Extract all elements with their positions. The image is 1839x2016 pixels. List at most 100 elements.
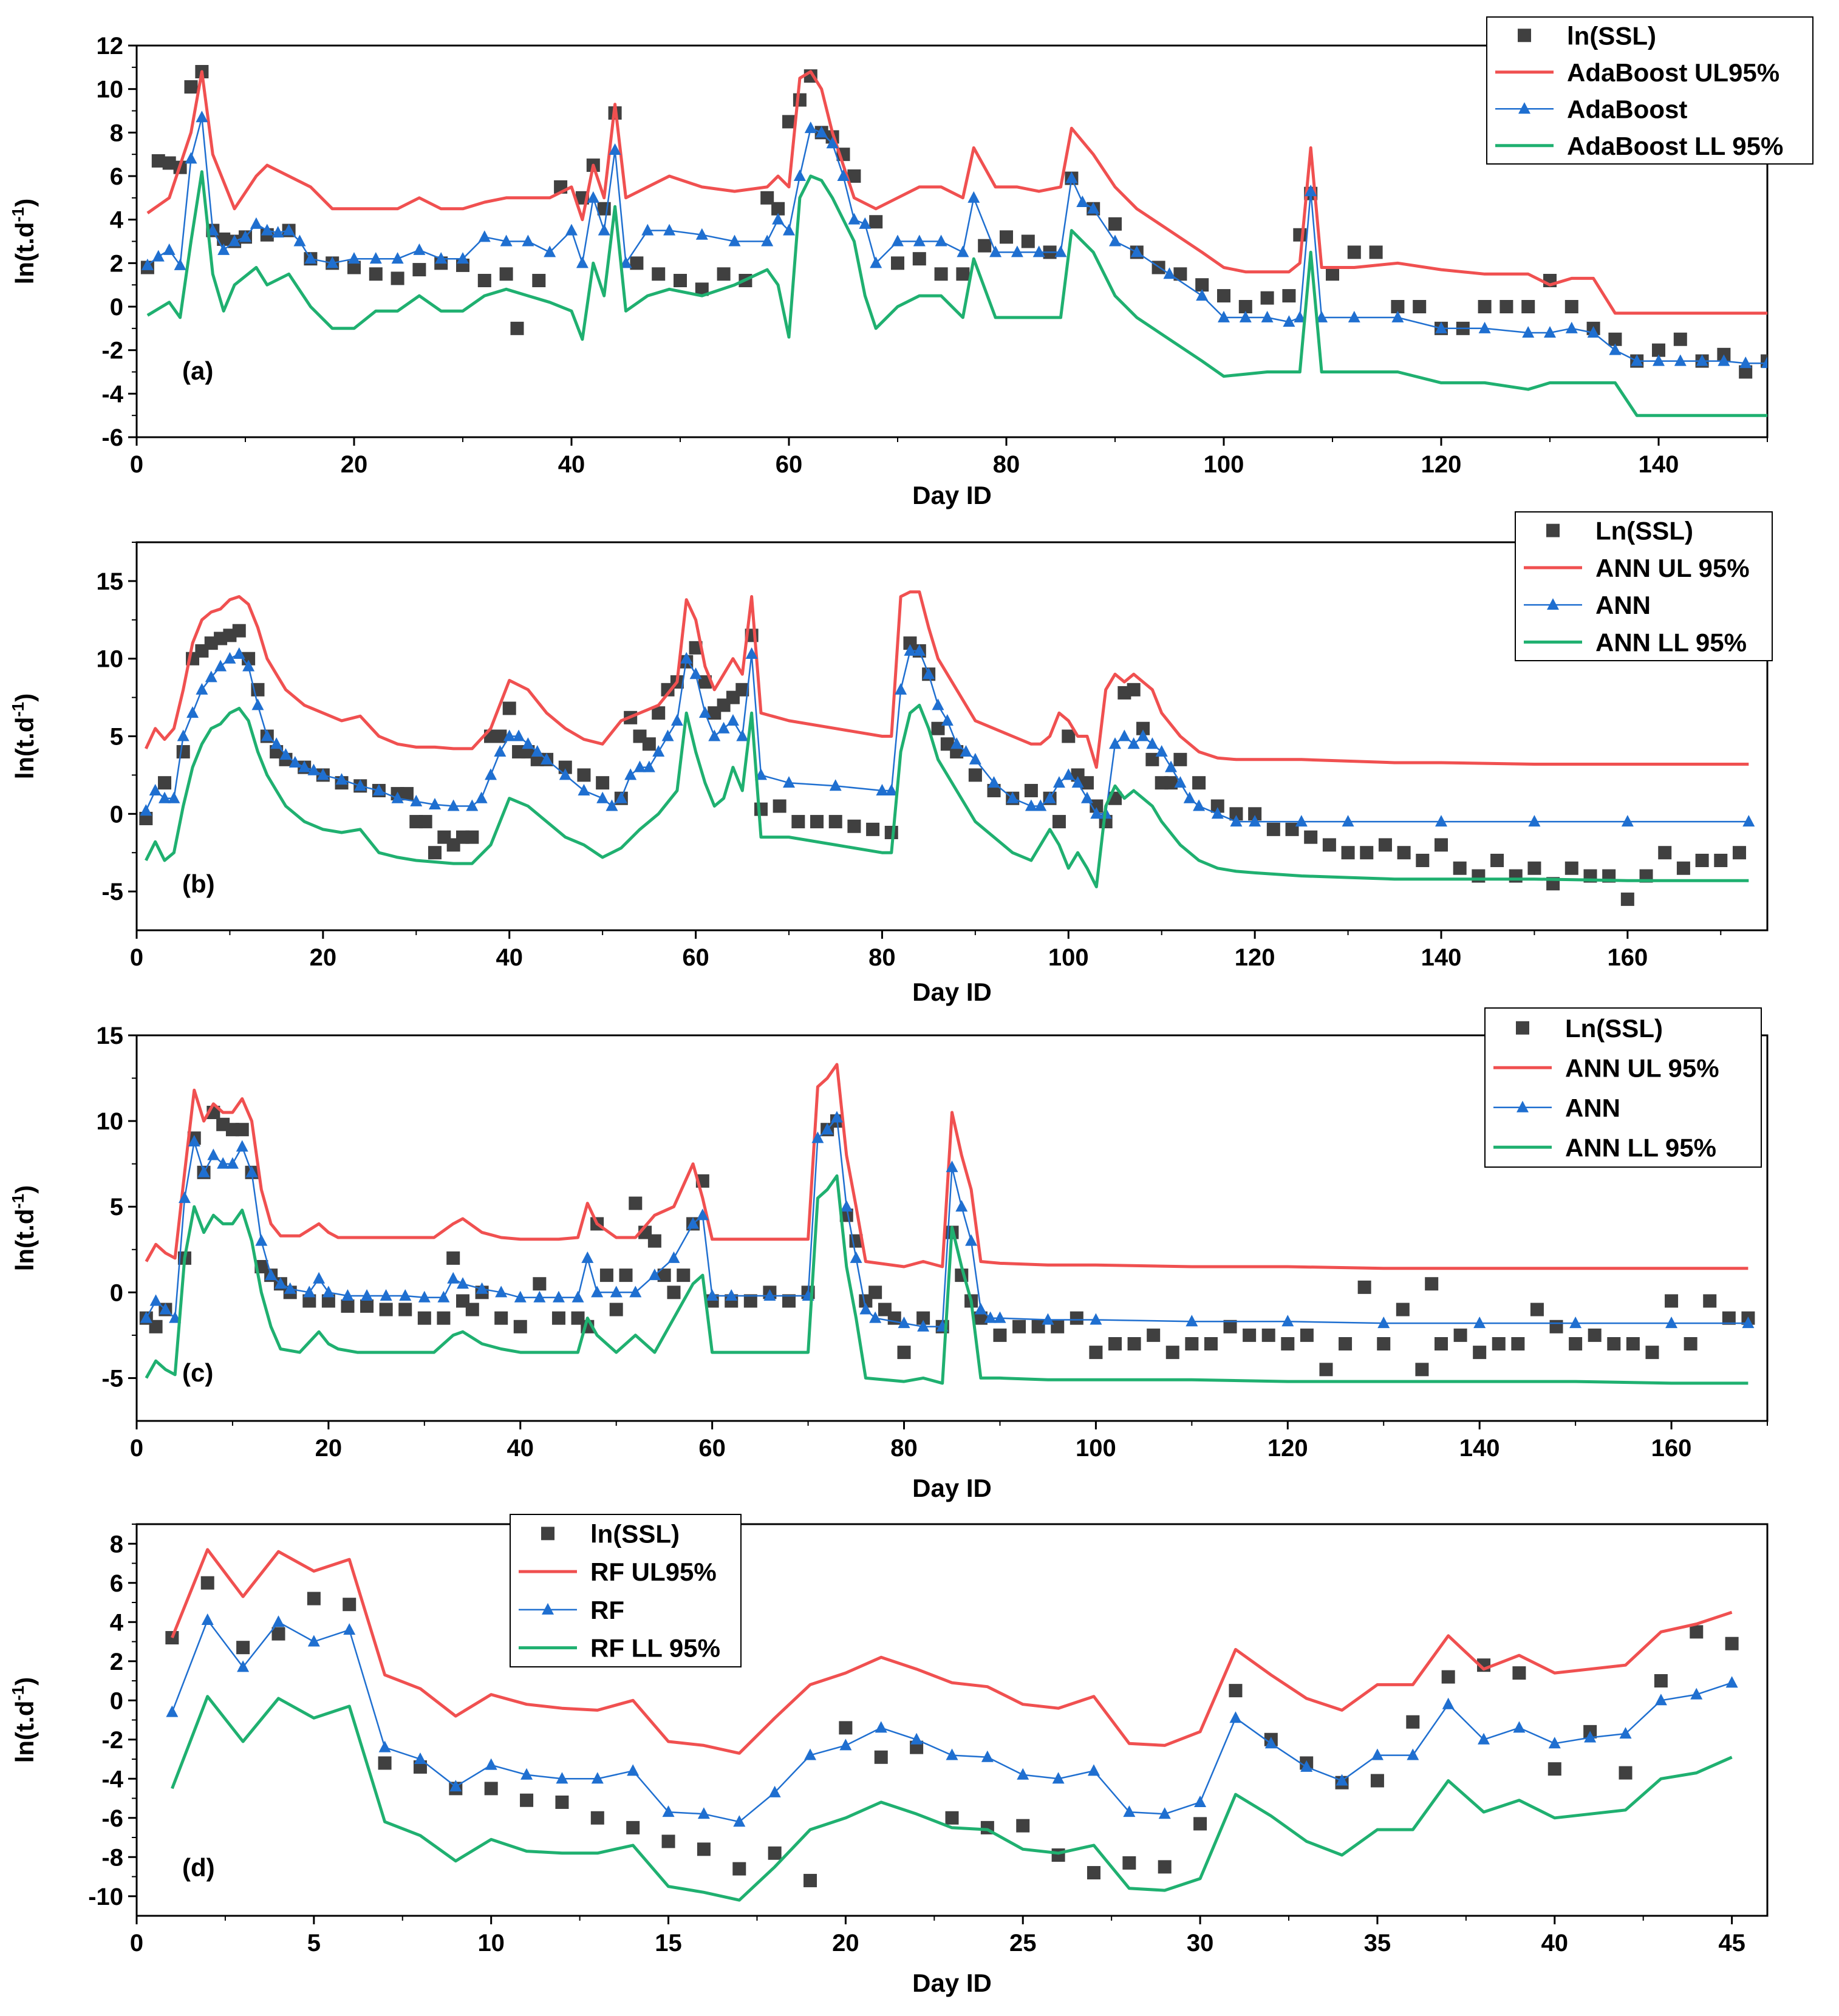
model-point xyxy=(910,1732,923,1745)
model-point xyxy=(1109,737,1121,749)
model-point xyxy=(761,234,774,247)
observed-point xyxy=(1192,776,1206,790)
x-axis-title: Day ID xyxy=(912,1969,992,1997)
model-point xyxy=(163,243,176,255)
observed-point xyxy=(773,799,786,813)
observed-point xyxy=(176,745,190,759)
x-tick-label: 45 xyxy=(1718,1930,1745,1956)
observed-point xyxy=(1396,1303,1410,1316)
observed-point xyxy=(931,721,945,735)
model-point xyxy=(316,768,329,780)
model-point xyxy=(1407,1748,1419,1760)
model-point xyxy=(1054,245,1067,257)
series-group xyxy=(139,1063,1755,1385)
model-point xyxy=(661,729,674,741)
y-axis-title-sup: -1 xyxy=(9,207,27,222)
observed-point xyxy=(847,819,861,833)
observed-point xyxy=(1217,289,1230,303)
observed-point xyxy=(647,1234,661,1248)
model-point xyxy=(1544,326,1556,338)
observed-point xyxy=(609,1303,623,1316)
observed-point xyxy=(1261,1328,1275,1342)
model-point xyxy=(274,1277,287,1289)
x-tick-label: 0 xyxy=(130,451,143,478)
model-point xyxy=(391,791,404,803)
legend-label: RF xyxy=(590,1596,624,1624)
model-point xyxy=(186,706,199,718)
y-axis-title-base: ln(t.d xyxy=(10,222,39,285)
x-tick-label: 100 xyxy=(1076,1435,1116,1462)
observed-point xyxy=(735,683,749,696)
model-point xyxy=(667,1251,680,1263)
x-tick-label: 120 xyxy=(1268,1435,1308,1462)
observed-point xyxy=(652,706,666,720)
model-point xyxy=(485,1758,497,1770)
observed-point xyxy=(1453,1328,1467,1342)
model-point xyxy=(1478,321,1491,333)
model-point xyxy=(141,258,154,270)
observed-point xyxy=(1260,291,1274,305)
observed-point xyxy=(1739,365,1753,379)
model-point xyxy=(207,1148,220,1160)
y-axis-title-base: ln(t.d xyxy=(10,717,39,780)
model-point xyxy=(1565,321,1578,333)
model-point xyxy=(354,779,367,791)
model-point xyxy=(815,126,828,138)
observed-point xyxy=(1512,1666,1526,1680)
observed-point xyxy=(897,1346,911,1360)
model-point xyxy=(245,1165,258,1177)
model-point xyxy=(745,647,758,659)
observed-point xyxy=(1478,300,1492,313)
legend-label: ln(SSL) xyxy=(590,1519,680,1548)
observed-point xyxy=(412,263,426,277)
x-tick-label: 100 xyxy=(1048,944,1089,971)
observed-point xyxy=(1341,846,1355,860)
model-point xyxy=(875,1721,887,1733)
x-tick-label: 25 xyxy=(1009,1930,1037,1956)
model-point xyxy=(859,217,872,229)
observed-point xyxy=(1285,822,1299,836)
observed-point xyxy=(494,1311,508,1325)
observed-point xyxy=(1492,1337,1506,1350)
model-point xyxy=(1071,776,1084,788)
model-point xyxy=(596,791,609,803)
y-tick-label: -5 xyxy=(101,879,123,905)
model-point xyxy=(1127,737,1140,749)
observed-point xyxy=(828,815,842,829)
model-point xyxy=(793,169,806,181)
model-point xyxy=(1229,1711,1242,1723)
model-point xyxy=(159,791,171,803)
model-point xyxy=(923,667,935,679)
model-point xyxy=(1109,234,1121,247)
chart-panel-d: 0 5 10 15 20 25 30 35 40 45 -10 -8 -6 -4 -2 0 2 4 6 8 Day ID… xyxy=(9,1514,1769,1997)
model-point xyxy=(663,223,676,236)
model-point xyxy=(414,1752,426,1764)
x-tick-label: 0 xyxy=(130,944,143,971)
model-point xyxy=(449,1780,462,1792)
observed-point xyxy=(151,154,165,168)
model-point xyxy=(251,698,264,710)
model-point xyxy=(1294,310,1306,322)
model-point xyxy=(288,755,301,768)
model-point xyxy=(544,245,556,257)
observed-point xyxy=(1051,1320,1065,1333)
model-point xyxy=(261,223,273,236)
model-point xyxy=(1528,815,1541,827)
observed-point xyxy=(1165,1346,1179,1360)
observed-point xyxy=(1564,861,1578,875)
observed-point xyxy=(1158,1860,1172,1874)
model-point xyxy=(1631,354,1643,366)
observed-point xyxy=(1607,1337,1621,1350)
observed-point xyxy=(533,1277,547,1291)
observed-point xyxy=(1441,1670,1455,1684)
model-point xyxy=(341,1289,354,1301)
y-tick-label: -2 xyxy=(101,338,123,364)
model-point xyxy=(1193,799,1206,811)
model-point xyxy=(576,256,589,268)
model-point xyxy=(1011,245,1023,257)
model-point xyxy=(1391,310,1404,322)
model-line xyxy=(171,1619,1732,1823)
y-tick-label: 2 xyxy=(110,250,123,277)
model-point xyxy=(457,252,469,264)
